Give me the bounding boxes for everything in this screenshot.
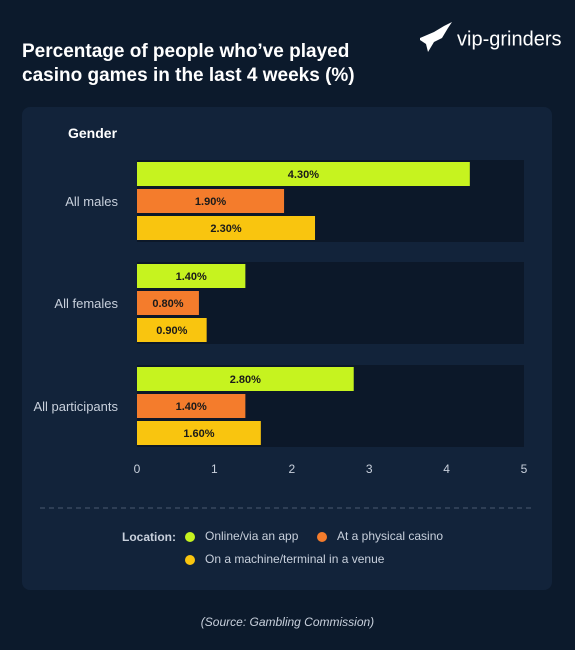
value-label: 2.30% <box>210 223 241 235</box>
value-label: 1.90% <box>195 196 226 208</box>
bar <box>137 421 261 445</box>
legend-label: Online/via an app <box>205 529 299 543</box>
value-label: 2.80% <box>230 374 261 386</box>
legend-marker <box>185 555 195 565</box>
source: (Source: Gambling Commission) <box>200 615 375 629</box>
legend-label: On a machine/terminal in a venue <box>205 552 385 566</box>
x-tick-label: 3 <box>366 462 373 476</box>
value-label: 1.60% <box>183 428 214 440</box>
logo-icon <box>420 22 452 52</box>
legend-label: At a physical casino <box>337 529 443 543</box>
brand: vip-grinders <box>457 28 561 50</box>
x-tick-label: 2 <box>288 462 295 476</box>
bar <box>137 394 246 418</box>
x-tick-label: 1 <box>211 462 218 476</box>
y-tick-label: All males <box>65 193 118 209</box>
bar <box>137 189 285 213</box>
value-label: 0.80% <box>152 298 183 310</box>
legend-marker <box>185 532 195 542</box>
bar <box>137 318 207 342</box>
legend-marker <box>317 532 327 542</box>
axis-label: Gender <box>68 125 118 141</box>
bar <box>137 367 354 391</box>
chart-title: Percentage of people who’ve played casin… <box>22 41 355 86</box>
bar <box>137 291 199 315</box>
y-tick-label: All participants <box>33 398 118 414</box>
x-tick-label: 4 <box>443 462 450 476</box>
x-tick-label: 5 <box>521 462 528 476</box>
y-tick-label: All females <box>54 295 118 311</box>
value-label: 1.40% <box>176 401 207 413</box>
legend-title: Location: <box>122 530 176 544</box>
bar <box>137 264 246 288</box>
value-label: 1.40% <box>176 271 207 283</box>
bar <box>137 216 316 240</box>
value-label: 4.30% <box>288 169 319 181</box>
x-tick-label: 0 <box>134 462 141 476</box>
bar <box>137 162 470 186</box>
value-label: 0.90% <box>156 325 187 337</box>
